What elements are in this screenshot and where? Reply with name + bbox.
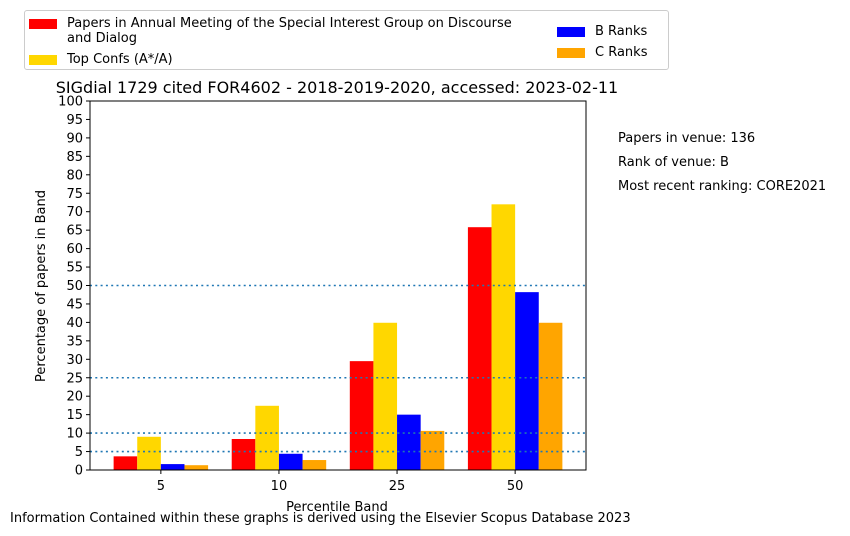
y-tick-label-55: 55	[66, 261, 83, 276]
bar-c-5	[184, 465, 209, 470]
bar-papers-25	[349, 361, 374, 470]
papers-in-venue: Papers in venue: 136	[618, 131, 756, 146]
y-tick-label-10: 10	[66, 427, 83, 442]
bar-c-25	[420, 430, 445, 470]
bar-papers-50	[467, 227, 492, 470]
y-tick-label-35: 35	[66, 334, 83, 349]
y-tick-label-100: 100	[58, 95, 83, 110]
bar-top-10	[255, 405, 279, 470]
bar-c-50	[538, 322, 563, 470]
legend-item-b-ranks: B Ranks	[557, 24, 647, 39]
legend-label-c-ranks: C Ranks	[595, 45, 648, 60]
x-tick-label-5: 5	[157, 479, 165, 494]
legend-label-venue: Papers in Annual Meeting of the Special …	[67, 16, 512, 46]
legend-item-venue: Papers in Annual Meeting of the Special …	[29, 16, 519, 46]
bar-b-10	[278, 453, 303, 470]
legend-item-c-ranks: C Ranks	[557, 45, 647, 60]
y-tick-label-70: 70	[66, 205, 83, 220]
bar-b-50	[515, 292, 539, 470]
legend-swatch-top-confs	[29, 55, 57, 65]
x-tick-label-10: 10	[271, 479, 288, 494]
legend-swatch-venue	[29, 19, 57, 29]
legend-swatch-c-ranks	[557, 48, 585, 58]
x-tick-label-25: 25	[389, 479, 406, 494]
y-tick-label-80: 80	[66, 168, 83, 183]
y-tick-label-90: 90	[66, 131, 83, 146]
plot-area: 0 5 10 15 20 25 30 35 40 45 50 55 60 65 70 75 80 85 90 95 10…	[58, 95, 587, 494]
y-tick-label-40: 40	[66, 316, 83, 331]
bar-b-25	[397, 414, 421, 470]
bar-top-25	[373, 322, 398, 470]
venue-info: Papers in venue: 136 Rank of venue: B Mo…	[618, 127, 826, 199]
y-tick-label-5: 5	[75, 445, 83, 460]
bar-papers-5	[113, 456, 138, 470]
y-tick-label-75: 75	[66, 187, 83, 202]
y-tick-label-15: 15	[66, 408, 83, 423]
y-tick-label-95: 95	[66, 113, 83, 128]
y-tick-label-65: 65	[66, 224, 83, 239]
legend-label-b-ranks: B Ranks	[595, 24, 648, 39]
y-tick-label-50: 50	[66, 279, 83, 294]
bar-papers-10	[231, 439, 256, 470]
y-tick-label-25: 25	[66, 371, 83, 386]
most-recent-ranking: Most recent ranking: CORE2021	[618, 179, 827, 194]
y-tick-label-85: 85	[66, 150, 83, 165]
chart-title: SIGdial 1729 cited FOR4602 - 2018-2019-2…	[56, 78, 618, 97]
x-tick-label-50: 50	[507, 479, 524, 494]
y-tick-label-45: 45	[66, 297, 83, 312]
legend-label-top-confs: Top Confs (A*/A)	[67, 52, 173, 67]
bar-top-5	[137, 436, 161, 470]
y-axis-label: Percentage of papers in Band	[34, 190, 49, 382]
bar-c-10	[302, 460, 327, 470]
y-tick-label-30: 30	[66, 353, 83, 368]
source-note: Information Contained within these graph…	[10, 511, 631, 526]
x-axis-label: Percentile Band	[286, 500, 388, 515]
legend-item-top-confs: Top Confs (A*/A)	[29, 52, 173, 67]
bar-b-5	[160, 464, 185, 470]
y-tick-label-20: 20	[66, 390, 83, 405]
y-tick-label-0: 0	[75, 464, 83, 479]
rank-of-venue: Rank of venue: B	[618, 155, 729, 170]
legend-swatch-b-ranks	[557, 27, 585, 37]
legend: Papers in Annual Meeting of the Special …	[24, 10, 669, 70]
bar-top-50	[491, 204, 516, 470]
y-tick-label-60: 60	[66, 242, 83, 257]
